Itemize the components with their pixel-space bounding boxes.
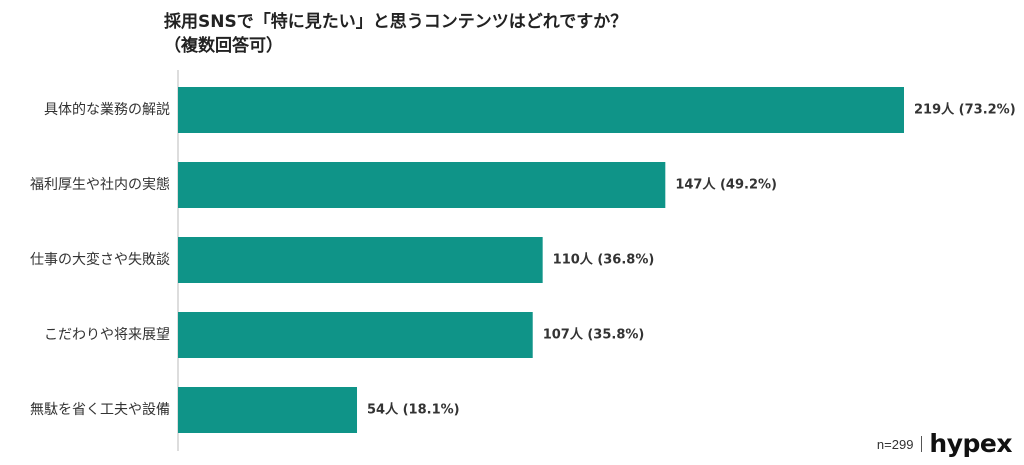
data-label-5: 54人 (18.1%): [367, 402, 460, 418]
data-label-4: 107人 (35.8%): [543, 327, 645, 343]
chart-title-line-2: （複数回答可）: [164, 36, 283, 56]
sample-size-label: n=299: [876, 436, 914, 452]
bar-2: [178, 162, 666, 208]
data-label-3: 110人 (36.8%): [553, 252, 655, 268]
chart-title: 採用SNSで「特に見たい」と思うコンテンツはどれですか？ （複数回答可）: [164, 10, 627, 58]
bar-1: [178, 87, 904, 133]
chart-footer: n=299 hypex: [876, 429, 1013, 458]
data-label-2: 147人 (49.2%): [675, 177, 777, 193]
bar-4: [178, 312, 533, 358]
category-label-1: 具体的な業務の解説: [44, 102, 170, 118]
category-label-2: 福利厚生や社内の実態: [30, 177, 170, 193]
brand-logo: hypex: [929, 429, 1012, 458]
bar-5: [178, 387, 358, 433]
category-label-3: 仕事の大変さや失敗談: [30, 251, 170, 268]
footer-divider: [921, 436, 923, 452]
chart-title-line-1: 採用SNSで「特に見たい」と思うコンテンツはどれですか？: [164, 12, 628, 32]
category-label-5: 無駄を省く工夫や設備: [30, 402, 170, 418]
bar-3: [178, 237, 543, 283]
data-label-1: 219人 (73.2%): [914, 102, 1016, 118]
category-label-4: こだわりや将来展望: [44, 327, 170, 343]
